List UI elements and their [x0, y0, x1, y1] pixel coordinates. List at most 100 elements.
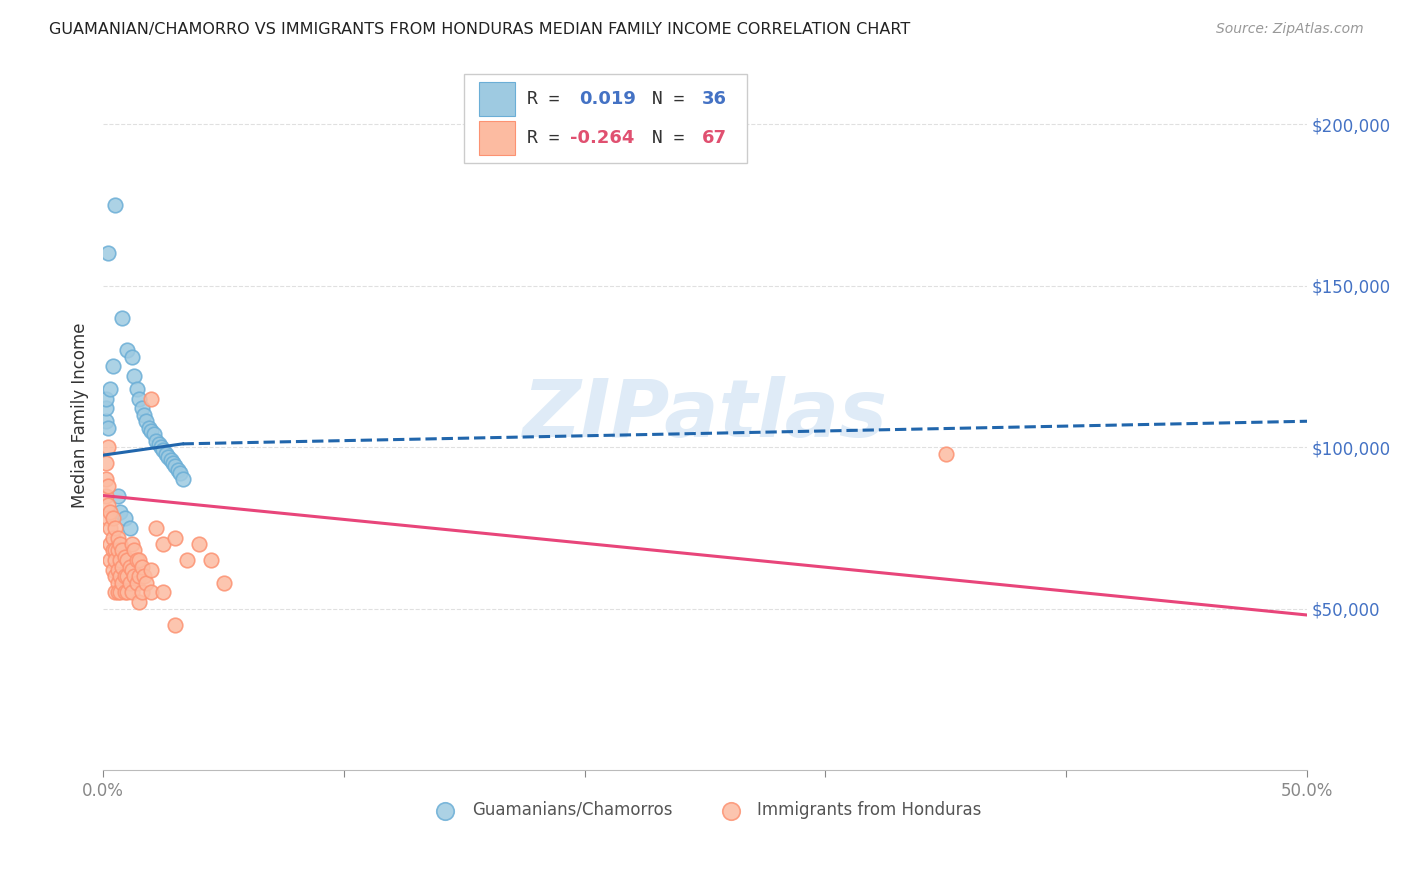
Point	[104, 521, 127, 535]
Point	[115, 343, 138, 358]
Point	[101, 531, 124, 545]
Point	[104, 198, 127, 212]
Point	[121, 563, 143, 577]
Point	[114, 569, 136, 583]
Point	[132, 408, 155, 422]
Point	[97, 511, 120, 525]
Point	[121, 537, 143, 551]
Point	[152, 443, 174, 458]
Point	[97, 421, 120, 435]
Point	[176, 553, 198, 567]
Point	[98, 382, 121, 396]
Text: R =: R =	[527, 90, 571, 108]
Text: 36: 36	[702, 90, 727, 108]
Text: 0.019: 0.019	[579, 90, 636, 108]
Point	[141, 585, 163, 599]
Point	[108, 553, 131, 567]
Point	[157, 450, 180, 464]
Point	[142, 427, 165, 442]
Point	[97, 440, 120, 454]
Point	[172, 472, 194, 486]
Point	[98, 505, 121, 519]
Point	[94, 456, 117, 470]
Point	[121, 585, 143, 599]
Text: N =: N =	[641, 128, 696, 147]
Point	[200, 553, 222, 567]
Point	[162, 456, 184, 470]
Text: -0.264: -0.264	[571, 128, 634, 147]
Point	[94, 392, 117, 406]
Point	[108, 505, 131, 519]
Point	[124, 569, 146, 583]
Point	[148, 437, 170, 451]
Point	[104, 569, 127, 583]
Point	[131, 401, 153, 416]
Point	[118, 559, 141, 574]
Point	[108, 569, 131, 583]
Point	[152, 537, 174, 551]
Point	[115, 553, 138, 567]
Point	[124, 543, 146, 558]
Text: N =: N =	[641, 90, 696, 108]
Point	[155, 446, 177, 460]
Point	[94, 489, 117, 503]
Point	[104, 553, 127, 567]
Point	[107, 563, 129, 577]
Point	[115, 569, 138, 583]
Point	[107, 531, 129, 545]
Point	[165, 617, 187, 632]
Point	[132, 569, 155, 583]
Point	[94, 472, 117, 486]
Point	[135, 414, 157, 428]
Point	[101, 359, 124, 374]
Point	[165, 459, 187, 474]
Point	[125, 382, 148, 396]
Y-axis label: Median Family Income: Median Family Income	[72, 322, 89, 508]
Point	[111, 575, 134, 590]
Text: 67: 67	[702, 128, 727, 147]
Point	[98, 521, 121, 535]
Point	[107, 489, 129, 503]
Point	[97, 246, 120, 260]
Point	[114, 585, 136, 599]
Point	[141, 563, 163, 577]
Point	[935, 446, 957, 460]
Text: ZIPatlas: ZIPatlas	[523, 376, 887, 454]
Point	[108, 585, 131, 599]
Point	[97, 479, 120, 493]
Point	[97, 498, 120, 512]
Point	[141, 392, 163, 406]
Point	[128, 595, 150, 609]
Point	[149, 440, 172, 454]
Text: R =: R =	[527, 128, 571, 147]
Point	[115, 585, 138, 599]
Point	[107, 585, 129, 599]
Point	[138, 421, 160, 435]
Point	[212, 575, 235, 590]
Point	[141, 424, 163, 438]
Point	[101, 563, 124, 577]
Point	[104, 543, 127, 558]
Point	[104, 585, 127, 599]
Point	[107, 575, 129, 590]
Point	[94, 414, 117, 428]
Point	[111, 559, 134, 574]
Point	[124, 369, 146, 384]
Point	[101, 511, 124, 525]
Point	[131, 585, 153, 599]
Point	[145, 434, 167, 448]
Point	[166, 463, 188, 477]
FancyBboxPatch shape	[464, 74, 747, 162]
Point	[159, 453, 181, 467]
Point	[108, 537, 131, 551]
Point	[152, 585, 174, 599]
FancyBboxPatch shape	[478, 120, 515, 155]
Point	[114, 549, 136, 564]
Point	[98, 553, 121, 567]
Point	[125, 553, 148, 567]
Legend: Guamanians/Chamorros, Immigrants from Honduras: Guamanians/Chamorros, Immigrants from Ho…	[422, 794, 988, 826]
Point	[111, 310, 134, 325]
Point	[128, 553, 150, 567]
Point	[165, 531, 187, 545]
Point	[114, 511, 136, 525]
